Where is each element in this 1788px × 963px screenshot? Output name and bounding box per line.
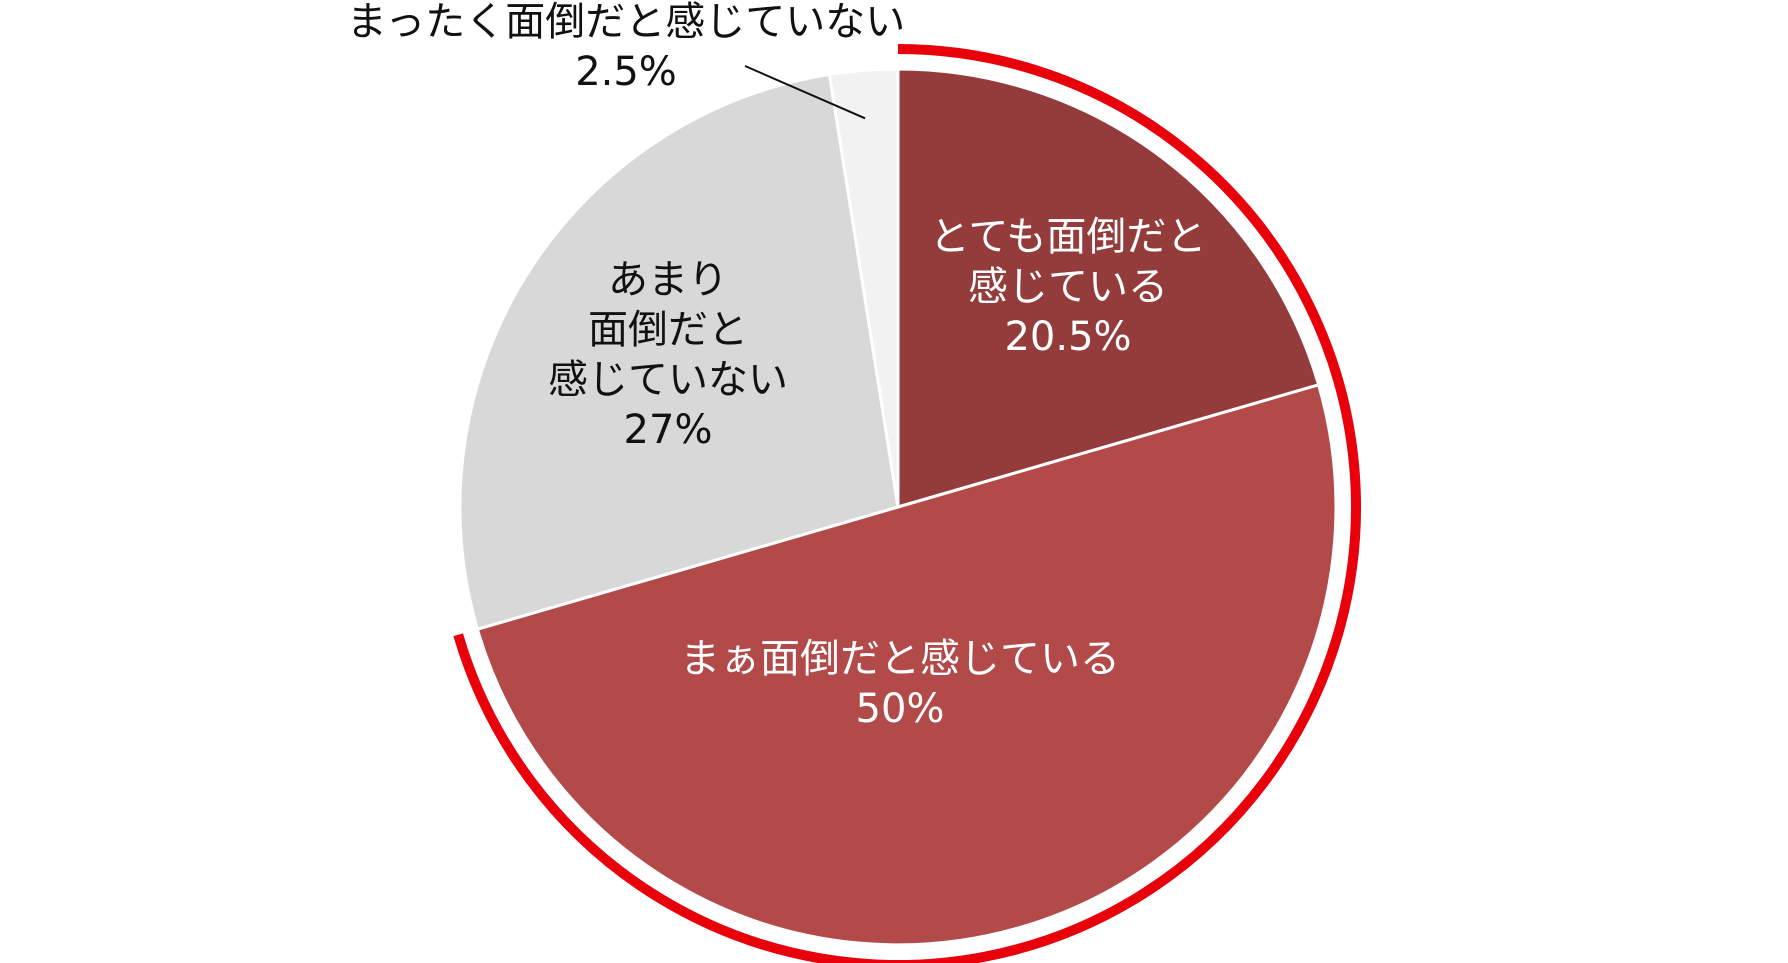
leader-line-slice-4 bbox=[744, 65, 866, 120]
pie-slice-2 bbox=[475, 382, 1338, 947]
slice-3-label-line-2: 面倒だと bbox=[588, 307, 748, 353]
slice-4-label-line-1: まったく面倒だと感じていない bbox=[347, 0, 905, 45]
slice-3-label-line-3: 感じていない bbox=[548, 357, 788, 403]
slice-3-label-line-1: あまり bbox=[608, 257, 728, 303]
pie-slice-4 bbox=[827, 67, 900, 508]
pie-slice-3 bbox=[458, 72, 900, 632]
slice-2-value-label: 50% bbox=[856, 686, 945, 732]
slice-1-label-line-2: 感じている bbox=[968, 264, 1168, 310]
slice-3-value-label: 27% bbox=[624, 407, 713, 453]
highlight-arc bbox=[453, 44, 1361, 963]
pie-slices bbox=[458, 67, 1338, 947]
slice-1-label-line-1: とても面倒だと bbox=[930, 214, 1207, 260]
slice-1-value-label: 20.5% bbox=[1004, 314, 1131, 360]
pie-slice-1 bbox=[896, 67, 1321, 509]
slice-4-value-label: 2.5% bbox=[575, 49, 677, 95]
slice-2-label-line-1: まぁ面倒だと感じている bbox=[680, 636, 1120, 682]
